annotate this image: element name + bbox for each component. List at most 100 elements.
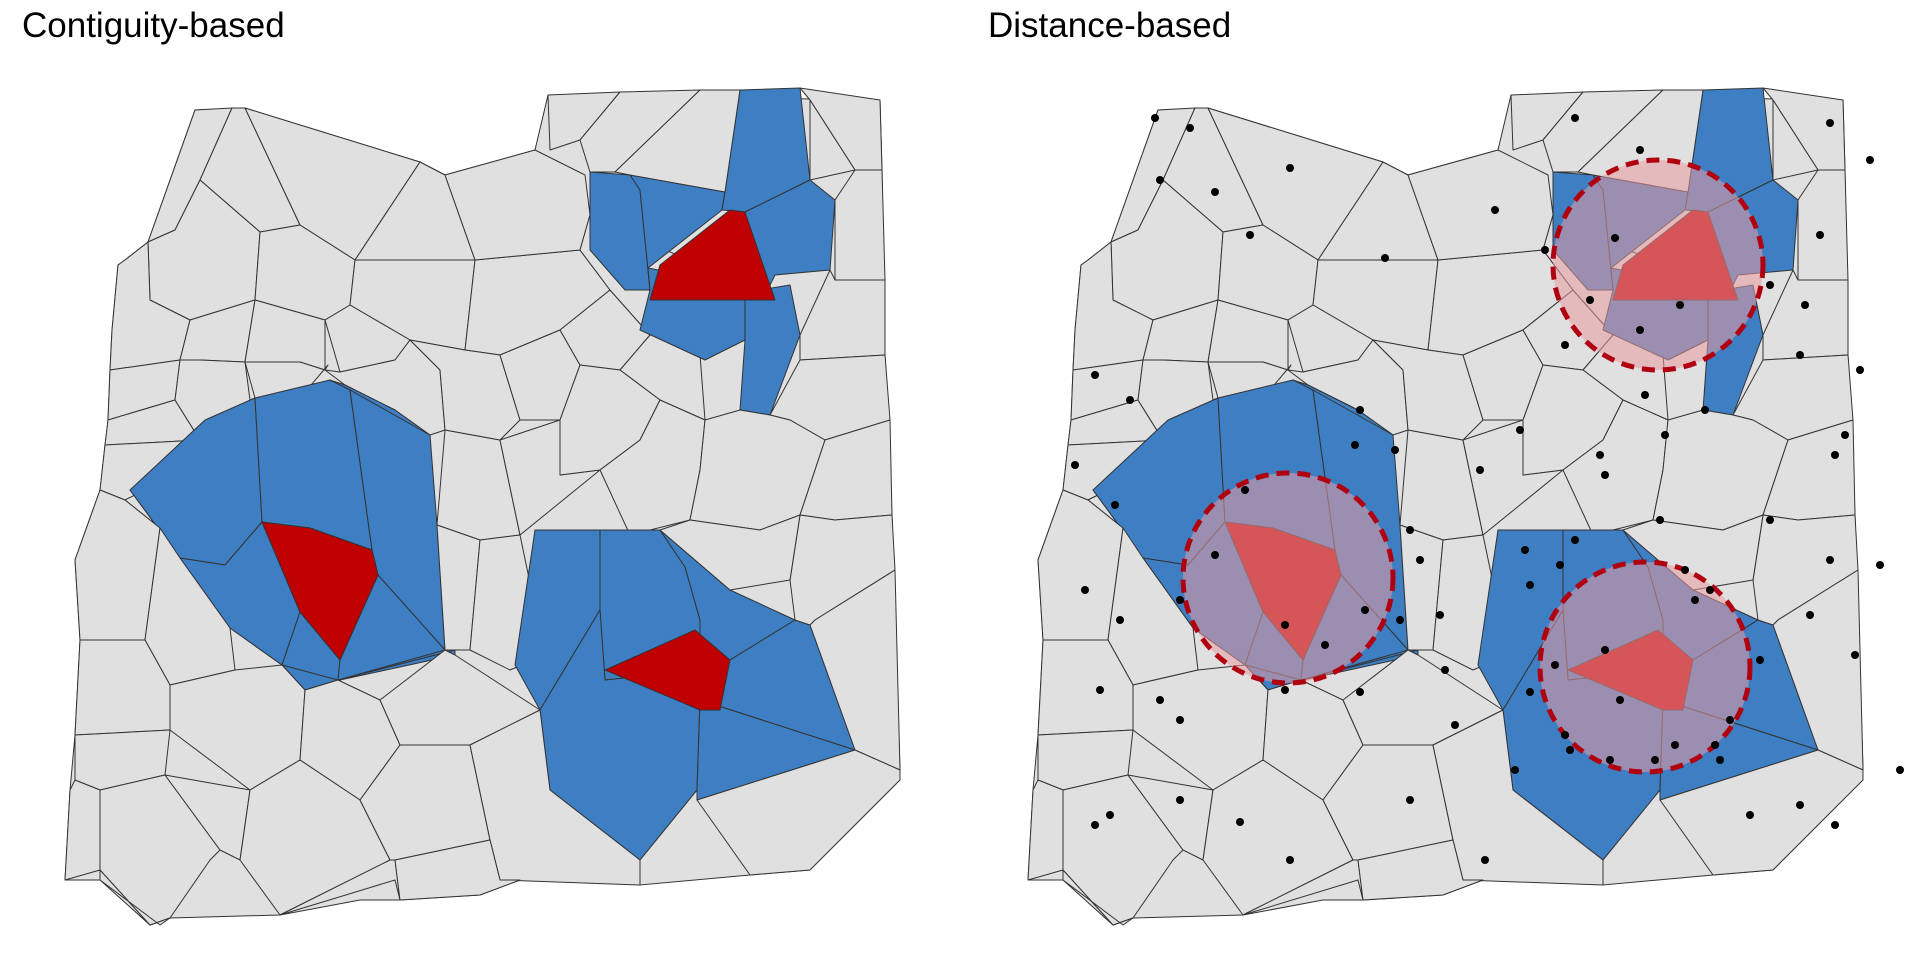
- distance-buffer-circle: [1180, 470, 1396, 686]
- panel-title-distance: Distance-based: [988, 6, 1232, 45]
- centroid-dot: [1476, 466, 1484, 474]
- distance-map: [1027, 87, 1904, 926]
- centroid-dot: [1096, 686, 1104, 694]
- centroid-dot: [1281, 686, 1289, 694]
- centroid-dot: [1826, 119, 1834, 127]
- centroid-dot: [1616, 696, 1624, 704]
- centroid-dot: [1676, 301, 1684, 309]
- centroid-dot: [1511, 766, 1519, 774]
- region-cell: [1357, 839, 1484, 901]
- centroid-dot: [1831, 821, 1839, 829]
- centroid-dot: [1831, 451, 1839, 459]
- centroid-dot: [1681, 566, 1689, 574]
- centroid-dot: [1661, 431, 1669, 439]
- region-cell: [1659, 749, 1864, 876]
- centroid-dot: [1071, 461, 1079, 469]
- centroid-dot: [1091, 371, 1099, 379]
- centroid-dot: [1391, 446, 1399, 454]
- centroid-dot: [1766, 516, 1774, 524]
- centroid-dot: [1286, 856, 1294, 864]
- centroid-dot: [1571, 114, 1579, 122]
- centroid-dot: [1491, 206, 1499, 214]
- region-cell: [409, 339, 521, 441]
- centroid-dot: [1636, 146, 1644, 154]
- centroid-dot: [1611, 234, 1619, 242]
- centroid-dot: [1841, 431, 1849, 439]
- centroid-dot: [1746, 811, 1754, 819]
- centroid-dot: [1381, 254, 1389, 262]
- centroid-dot: [1766, 281, 1774, 289]
- centroid-dot: [1156, 176, 1164, 184]
- centroid-dot: [1541, 246, 1549, 254]
- centroid-dot: [1851, 651, 1859, 659]
- centroid-dot: [1596, 451, 1604, 459]
- centroid-dot: [1706, 586, 1714, 594]
- centroid-dot: [1451, 721, 1459, 729]
- centroid-dot: [1361, 606, 1369, 614]
- centroid-dot: [1106, 811, 1114, 819]
- centroid-dot: [1551, 661, 1559, 669]
- centroid-dot: [1856, 366, 1864, 374]
- centroid-dot: [1801, 301, 1809, 309]
- centroid-dot: [1816, 231, 1824, 239]
- centroid-dot: [1606, 756, 1614, 764]
- centroid-dot: [1156, 696, 1164, 704]
- region-cell: [1027, 779, 1064, 881]
- centroid-dot: [1561, 731, 1569, 739]
- centroid-dot: [1566, 746, 1574, 754]
- centroid-dot: [1586, 296, 1594, 304]
- region-cell: [809, 99, 856, 181]
- centroid-dot: [1526, 688, 1534, 696]
- focal-cell: [649, 209, 776, 301]
- centroid-dot: [1601, 471, 1609, 479]
- region-cell: [1622, 514, 1764, 591]
- region-cell: [614, 89, 741, 193]
- centroid-dot: [1641, 391, 1649, 399]
- centroid-dot: [1441, 666, 1449, 674]
- centroid-dot: [1351, 441, 1359, 449]
- centroid-dot: [1571, 536, 1579, 544]
- region-cell: [394, 839, 521, 901]
- centroid-dot: [1176, 796, 1184, 804]
- centroid-dot: [1126, 396, 1134, 404]
- centroid-dot: [1796, 351, 1804, 359]
- centroid-dot: [1241, 486, 1249, 494]
- centroid-dot: [1211, 551, 1219, 559]
- centroid-dot: [1526, 581, 1534, 589]
- centroid-dots: [1071, 114, 1904, 864]
- distance-buffer-circle: [1537, 559, 1753, 775]
- centroid-dot: [1521, 546, 1529, 554]
- centroid-dot: [1186, 124, 1194, 132]
- centroid-dot: [1656, 516, 1664, 524]
- centroid-dot: [1356, 688, 1364, 696]
- region-cell: [1399, 524, 1444, 651]
- distance-buffer-circle: [1550, 157, 1766, 373]
- region-cell: [659, 514, 801, 591]
- centroid-dot: [1756, 656, 1764, 664]
- centroid-dot: [1896, 766, 1904, 774]
- centroid-dot: [1671, 741, 1679, 749]
- region-cell: [579, 89, 701, 173]
- centroid-dot: [1356, 406, 1364, 414]
- centroid-dot: [1396, 616, 1404, 624]
- centroid-dot: [1176, 596, 1184, 604]
- region-cell: [436, 524, 481, 651]
- centroid-dot: [1561, 341, 1569, 349]
- centroid-dot: [1516, 426, 1524, 434]
- region-cell: [1542, 89, 1664, 173]
- centroid-dot: [1876, 561, 1884, 569]
- centroid-dot: [1246, 231, 1254, 239]
- centroid-dot: [1556, 561, 1564, 569]
- centroid-dot: [1436, 611, 1444, 619]
- focal-cell: [604, 629, 731, 711]
- centroid-dot: [1806, 611, 1814, 619]
- centroid-dot: [1406, 796, 1414, 804]
- centroid-dot: [1176, 716, 1184, 724]
- region-cell: [1772, 99, 1819, 181]
- centroid-dot: [1111, 501, 1119, 509]
- centroid-dot: [1701, 406, 1709, 414]
- panel-title-contiguity: Contiguity-based: [22, 6, 285, 45]
- centroid-dot: [1211, 188, 1219, 196]
- centroid-dot: [1151, 114, 1159, 122]
